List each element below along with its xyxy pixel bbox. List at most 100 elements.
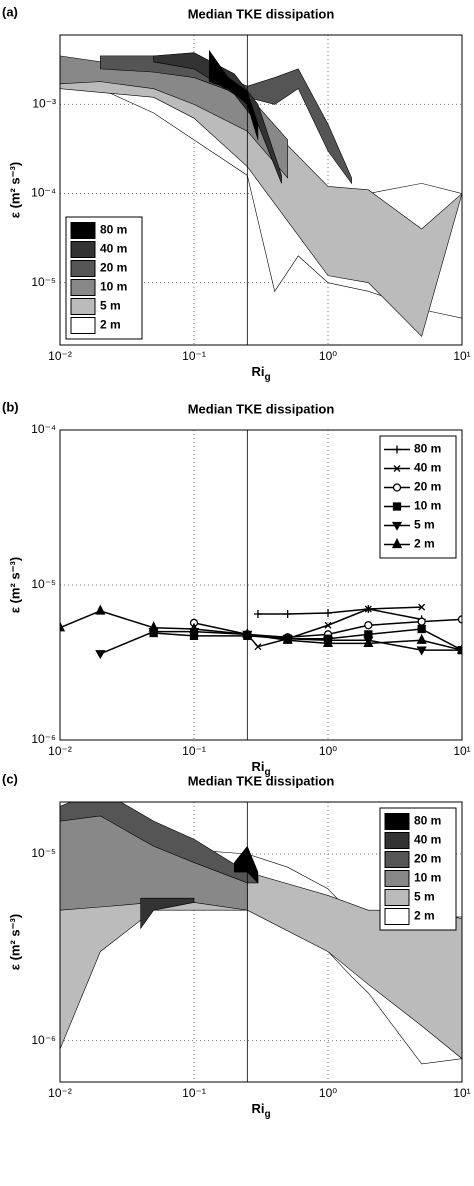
marker <box>392 483 402 492</box>
legend-label: 2 m <box>100 318 121 332</box>
legend-swatch <box>384 870 410 887</box>
legend-label: 40 m <box>414 833 441 847</box>
x-tick-label: 10⁻² <box>48 349 72 363</box>
x-tick-label: 10⁻² <box>48 744 72 758</box>
legend-label: 10 m <box>414 499 441 513</box>
marker <box>363 636 374 648</box>
legend-swatch <box>70 260 96 277</box>
marker <box>417 624 426 634</box>
legend-label: 5 m <box>100 299 121 313</box>
plot-content <box>60 802 462 1065</box>
y-tick-label: 10⁻⁶ <box>31 1033 56 1047</box>
line <box>60 610 462 651</box>
legend-label: 10 m <box>100 280 127 294</box>
marker <box>253 609 262 618</box>
chart-title: Median TKE dissipation <box>188 401 335 416</box>
x-axis-label-sub: g <box>264 372 270 383</box>
x-axis-label-main: Ri <box>251 1101 264 1116</box>
y-tick-label: 10⁻⁶ <box>31 732 56 746</box>
legend-label: 40 m <box>100 242 127 256</box>
marker <box>393 445 401 454</box>
x-axis-label-main: Ri <box>251 364 264 379</box>
x-tick-label: 10⁻¹ <box>182 349 206 363</box>
marker <box>324 621 332 629</box>
legend-label: 80 m <box>414 814 441 828</box>
y-tick-label: 10⁻⁴ <box>31 186 56 200</box>
marker <box>416 646 427 656</box>
y-axis-label: ε (m² s⁻³) <box>7 914 22 970</box>
marker <box>282 633 293 644</box>
marker <box>416 633 427 644</box>
marker <box>364 605 372 613</box>
plot-content <box>60 603 462 660</box>
marker <box>148 621 159 632</box>
marker <box>324 608 332 617</box>
plot-frame <box>59 801 463 1083</box>
legend-swatch <box>70 222 96 239</box>
legend-swatch <box>384 908 410 925</box>
chart-title: Median TKE dissipation <box>188 6 335 21</box>
x-tick-label: 10⁻¹ <box>182 1086 206 1100</box>
legend-label: 5 m <box>414 518 435 532</box>
marker <box>364 621 373 630</box>
x-axis-label: Rig <box>251 364 270 382</box>
legend-label: 20 m <box>414 852 441 866</box>
legend-label: 80 m <box>414 442 441 456</box>
legend-swatch <box>70 317 96 334</box>
x-tick-label: 10⁰ <box>319 349 337 363</box>
y-axis-label: ε (m² s⁻³) <box>7 162 22 218</box>
plot-content <box>60 49 462 337</box>
y-tick-label: 10⁻⁴ <box>31 422 56 436</box>
marker <box>457 615 462 624</box>
legend-swatch <box>384 813 410 830</box>
legend-box <box>379 435 457 559</box>
legend-swatch <box>70 241 96 258</box>
legend-swatch <box>70 279 96 296</box>
y-tick-label: 10⁻³ <box>32 97 56 111</box>
panel-label: (c) <box>2 771 18 786</box>
line <box>153 628 462 651</box>
marker <box>391 521 403 531</box>
y-tick-label: 10⁻⁵ <box>31 846 56 860</box>
band <box>140 897 195 930</box>
marker <box>456 643 462 654</box>
x-axis-label-main: Ri <box>251 759 264 774</box>
marker <box>392 502 402 511</box>
marker <box>417 617 426 626</box>
x-axis-label: Rig <box>251 1101 270 1119</box>
y-tick-label: 10⁻⁵ <box>31 275 56 289</box>
x-axis-label-sub: g <box>264 767 270 778</box>
plot-frame <box>59 429 463 741</box>
marker <box>188 622 200 633</box>
marker <box>283 609 292 618</box>
x-axis-label-sub: g <box>264 1109 270 1120</box>
x-tick-label: 10⁰ <box>319 744 337 758</box>
legend-swatch <box>384 851 410 868</box>
x-axis-label: Rig <box>251 759 270 777</box>
legend-swatch <box>384 889 410 906</box>
marker <box>322 636 334 648</box>
legend-label: 80 m <box>100 223 127 237</box>
legend-label: 40 m <box>414 461 441 475</box>
legend-label: 10 m <box>414 871 441 885</box>
chart-title: Median TKE dissipation <box>188 773 335 788</box>
legend-label: 20 m <box>100 261 127 275</box>
marker <box>254 643 262 651</box>
legend-label: 2 m <box>414 909 435 923</box>
x-tick-label: 10¹ <box>453 349 470 363</box>
marker <box>60 621 66 632</box>
y-axis-label: ε (m² s⁻³) <box>7 557 22 613</box>
x-tick-label: 10⁻¹ <box>182 744 206 758</box>
x-tick-label: 10¹ <box>453 744 470 758</box>
band <box>208 49 259 140</box>
marker <box>418 603 426 611</box>
x-tick-label: 10¹ <box>453 1086 470 1100</box>
marker <box>393 465 401 472</box>
y-tick-label: 10⁻⁵ <box>31 577 56 591</box>
legend-label: 2 m <box>414 537 435 551</box>
marker <box>95 650 106 660</box>
marker <box>391 538 403 549</box>
legend-swatch <box>384 832 410 849</box>
x-tick-label: 10⁻² <box>48 1086 72 1100</box>
